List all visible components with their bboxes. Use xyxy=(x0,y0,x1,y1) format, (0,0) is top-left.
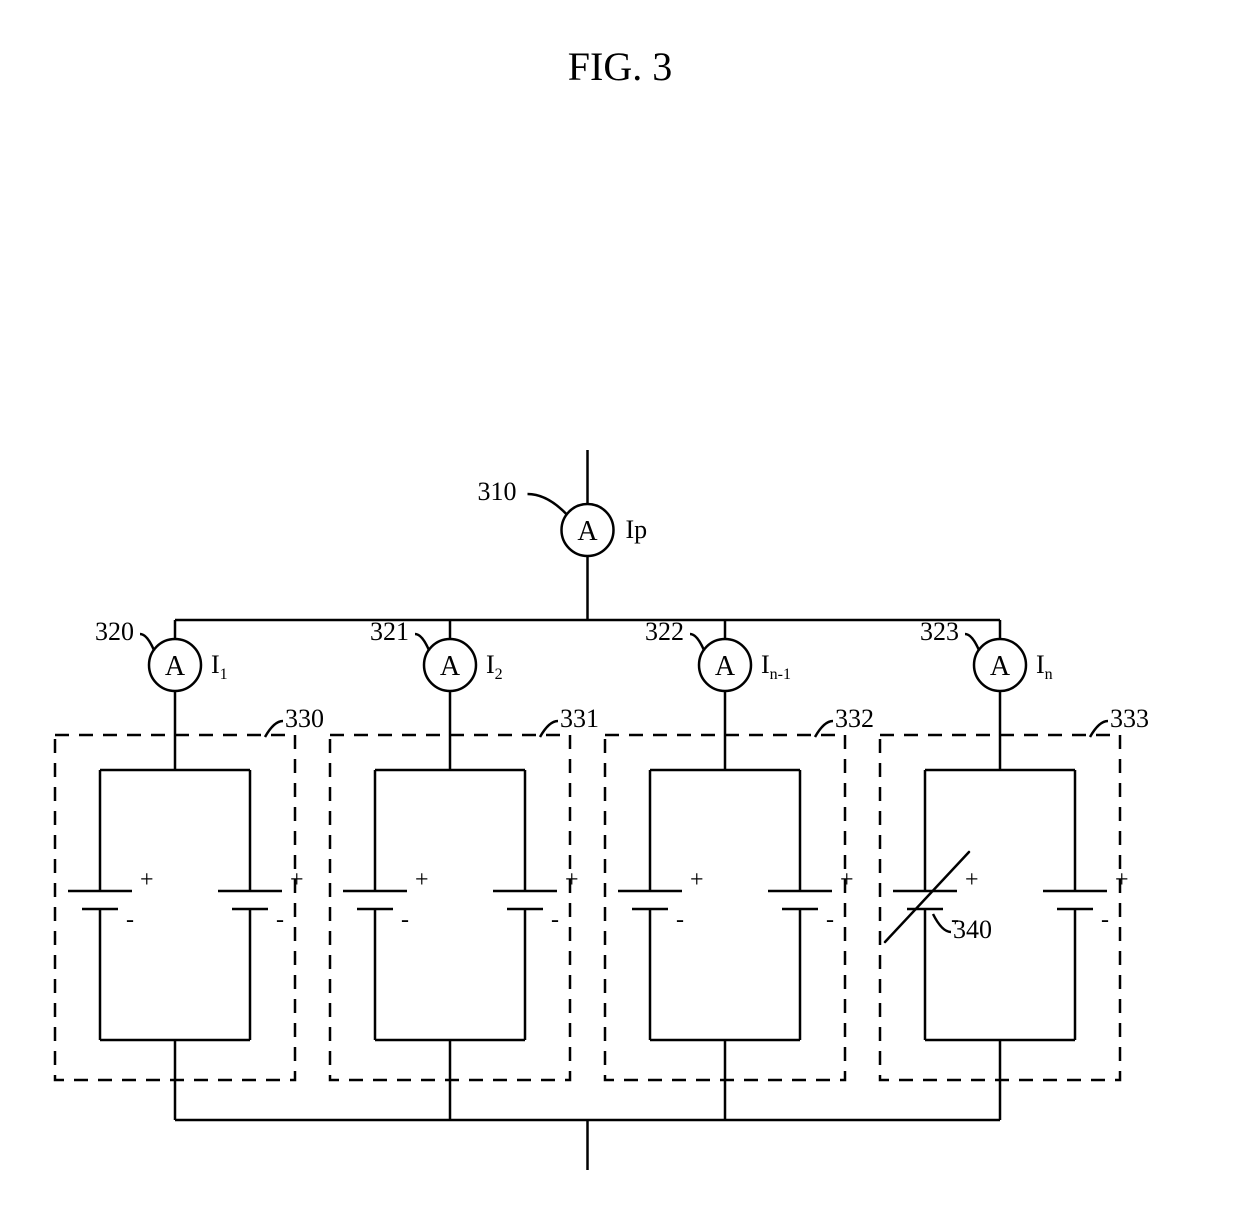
svg-text:330: 330 xyxy=(285,704,324,733)
svg-text:+: + xyxy=(565,867,579,893)
svg-text:320: 320 xyxy=(95,617,134,646)
circuit-diagram: FIG. 3AIp310AI1320330+-+-AI2321331+-+-AI… xyxy=(0,0,1240,1226)
svg-text:310: 310 xyxy=(478,477,517,506)
svg-text:323: 323 xyxy=(920,617,959,646)
branch-current-label: I1 xyxy=(211,650,228,683)
svg-text:-: - xyxy=(126,907,134,933)
svg-text:+: + xyxy=(840,867,854,893)
branch-current-label: I2 xyxy=(486,650,503,683)
branch-current-label: In-1 xyxy=(761,650,791,683)
battery-module-box xyxy=(55,735,295,1080)
svg-text:A: A xyxy=(577,516,598,547)
svg-text:-: - xyxy=(826,907,834,933)
svg-text:340: 340 xyxy=(953,915,992,944)
branch-2: AI2321331+-+- xyxy=(330,617,599,1120)
svg-text:322: 322 xyxy=(645,617,684,646)
branch-3: AIn-1322332+-+- xyxy=(605,617,874,1120)
svg-text:Ip: Ip xyxy=(626,515,648,544)
svg-text:A: A xyxy=(440,651,461,682)
svg-text:+: + xyxy=(965,867,979,893)
svg-text:+: + xyxy=(290,867,304,893)
svg-text:331: 331 xyxy=(560,704,599,733)
svg-text:A: A xyxy=(715,651,736,682)
svg-text:A: A xyxy=(990,651,1011,682)
battery-module-box xyxy=(330,735,570,1080)
svg-text:-: - xyxy=(276,907,284,933)
svg-text:+: + xyxy=(140,867,154,893)
svg-text:+: + xyxy=(415,867,429,893)
figure-title: FIG. 3 xyxy=(568,44,672,89)
svg-text:-: - xyxy=(401,907,409,933)
branch-1: AI1320330+-+- xyxy=(55,617,324,1120)
svg-text:-: - xyxy=(551,907,559,933)
battery-module-box xyxy=(605,735,845,1080)
svg-text:321: 321 xyxy=(370,617,409,646)
svg-text:+: + xyxy=(690,867,704,893)
branch-current-label: In xyxy=(1036,650,1053,683)
branch-4: AIn323333+-+-340 xyxy=(880,617,1149,1120)
svg-text:+: + xyxy=(1115,867,1129,893)
svg-text:-: - xyxy=(676,907,684,933)
svg-text:332: 332 xyxy=(835,704,874,733)
svg-text:333: 333 xyxy=(1110,704,1149,733)
svg-text:A: A xyxy=(165,651,186,682)
svg-text:-: - xyxy=(1101,907,1109,933)
